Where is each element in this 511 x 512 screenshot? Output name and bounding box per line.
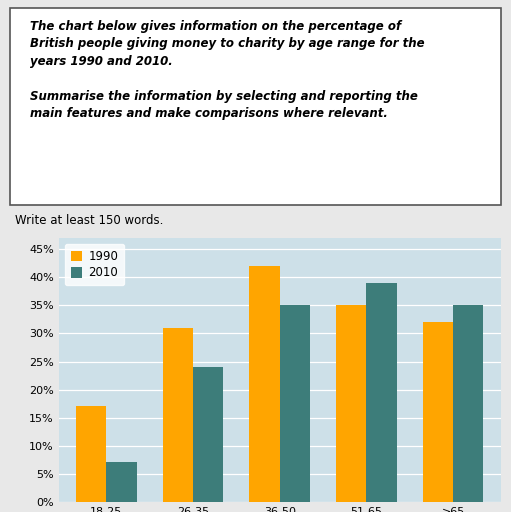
Bar <box>249 266 280 502</box>
Bar <box>163 328 193 502</box>
Legend: 1990, 2010: 1990, 2010 <box>65 244 124 285</box>
Bar <box>366 283 397 502</box>
FancyBboxPatch shape <box>10 8 501 205</box>
Text: The chart below gives information on the percentage of
British people giving mon: The chart below gives information on the… <box>30 19 425 120</box>
Bar <box>106 462 137 502</box>
Bar <box>336 305 366 502</box>
Bar <box>280 305 310 502</box>
Text: Write at least 150 words.: Write at least 150 words. <box>15 214 164 227</box>
Bar <box>423 322 453 502</box>
Bar <box>76 407 106 502</box>
Bar <box>453 305 483 502</box>
Bar <box>193 367 223 502</box>
